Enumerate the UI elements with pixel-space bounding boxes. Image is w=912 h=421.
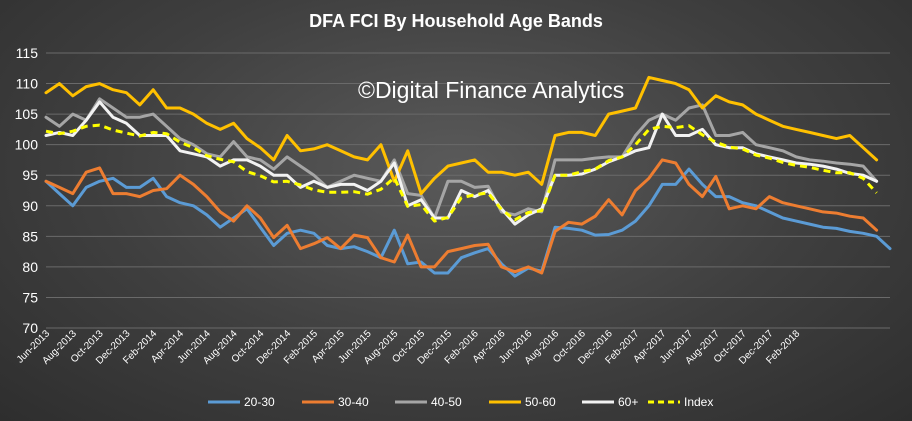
y-tick-label: 80	[22, 259, 38, 275]
legend-label: 20-30	[244, 395, 275, 409]
series-line-60-	[44, 100, 879, 226]
legend-label: 40-50	[431, 395, 462, 409]
chart-title: DFA FCI By Household Age Bands	[309, 11, 603, 31]
x-axis: Jun-2013Aug-2013Oct-2013Dec-2013Feb-2014…	[15, 328, 803, 367]
y-tick-label: 70	[22, 320, 38, 336]
watermark: ©Digital Finance Analytics	[358, 77, 624, 103]
y-axis: 70 75 80 85 90 95 100 105 110 115	[15, 45, 39, 336]
y-tick-label: 85	[22, 228, 38, 244]
series-lines	[44, 75, 892, 278]
legend-label: 50-60	[525, 395, 556, 409]
y-tick-label: 110	[16, 76, 39, 92]
series-line-40-50	[44, 97, 879, 220]
legend: 20-30 30-40 40-50 50-60 60+ Index	[208, 395, 713, 409]
y-tick-label: 100	[15, 137, 39, 153]
y-tick-label: 105	[15, 106, 39, 122]
y-tick-label: 75	[22, 289, 38, 305]
legend-label: 60+	[618, 395, 638, 409]
y-tick-label: 90	[22, 198, 38, 214]
series-line-index	[45, 123, 878, 223]
y-tick-label: 115	[16, 45, 39, 61]
series-line-50-60	[44, 75, 879, 196]
series-line-30-40	[44, 158, 879, 275]
legend-label: 30-40	[338, 395, 369, 409]
series-line-20-30	[44, 167, 892, 278]
legend-label: Index	[684, 395, 713, 409]
y-tick-label: 95	[22, 167, 38, 183]
